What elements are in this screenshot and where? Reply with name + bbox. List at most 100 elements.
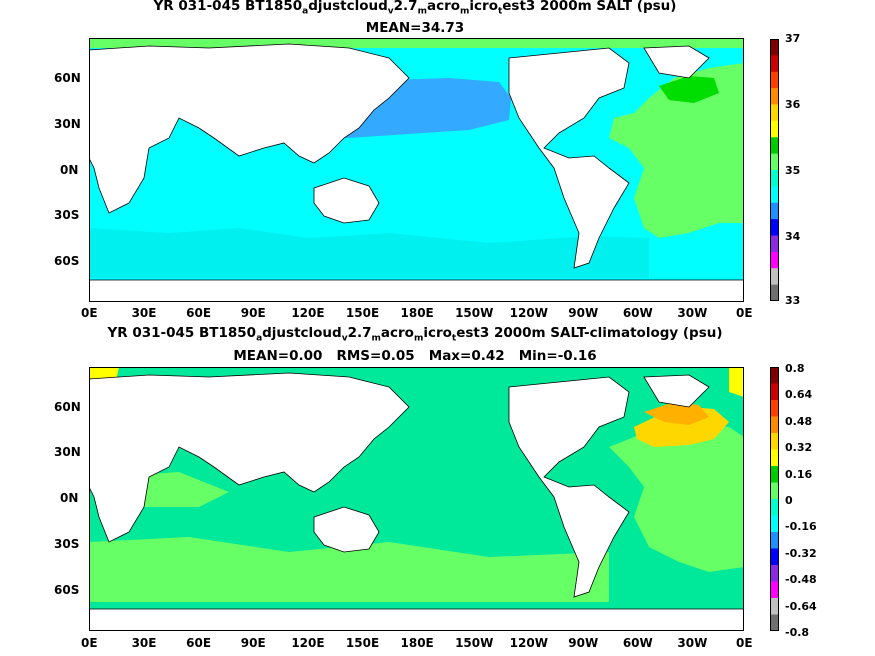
panel1-frame	[89, 38, 744, 302]
panel1-cbar-label-36: 36	[785, 98, 801, 111]
panel2-lat-60s: 60S	[54, 583, 80, 597]
panel1-cbar-label-35: 35	[785, 164, 801, 177]
panel2-map-svg	[89, 367, 744, 631]
panel2-atlantic-anomaly	[609, 422, 744, 572]
panel1-lat-0n: 0N	[60, 163, 79, 177]
colorbar-swatch	[770, 416, 779, 434]
lon-label: 60E	[186, 636, 212, 650]
colorbar-swatch	[770, 532, 779, 549]
lon-label: 120E	[291, 306, 325, 320]
colorbar-swatch	[770, 88, 779, 106]
colorbar-swatch	[770, 153, 779, 171]
panel2-cbar-label: -0.16	[785, 520, 817, 534]
panel2-title-line2: MEAN=0.00 RMS=0.05 Max=0.42 Min=-0.16	[233, 348, 597, 364]
colorbar-swatch	[770, 466, 779, 483]
lon-label: 120W	[509, 636, 548, 650]
panel2-cbar-label: 0.16	[785, 467, 813, 481]
colorbar-swatch	[770, 268, 779, 286]
panel2-colorbar	[770, 367, 779, 632]
colorbar-swatch	[770, 186, 779, 204]
panel2-frame	[89, 367, 744, 631]
panel1-arctic-strip	[89, 38, 744, 48]
lon-label: 150W	[455, 636, 494, 650]
panel2-cbar-label: 0.48	[785, 414, 813, 428]
lon-label: 60E	[186, 306, 212, 320]
colorbar-swatch	[770, 548, 779, 566]
colorbar-swatch	[770, 170, 779, 187]
panel1-title-line2: MEAN=34.73	[365, 20, 465, 36]
panel2-arctic-right	[729, 367, 744, 397]
colorbar-swatch	[770, 565, 779, 582]
colorbar-swatch	[770, 581, 779, 599]
panel1-cbar-label-37: 37	[785, 32, 801, 45]
panel1-cbar-label-33: 33	[785, 294, 801, 307]
colorbar-swatch	[770, 71, 779, 89]
lon-label: 150E	[345, 306, 380, 320]
panel1-title-line1: YR 031-045 BT1850adjustcloudv2.7macromic…	[153, 0, 677, 17]
lon-label: 30W	[677, 306, 708, 320]
colorbar-swatch	[770, 482, 779, 500]
panel1-lat-30n: 30N	[54, 117, 81, 131]
colorbar-swatch	[770, 251, 779, 269]
panel2-title-line1: YR 031-045 BT1850adjustcloudv2.7macromic…	[107, 325, 723, 344]
colorbar-swatch	[770, 104, 779, 122]
colorbar-swatch	[770, 137, 779, 155]
lon-label: 150E	[345, 636, 380, 650]
colorbar-swatch	[770, 367, 779, 384]
lon-label: 0E	[81, 636, 98, 650]
panel1-colorbar-svg	[770, 39, 779, 302]
panel1-subpolar-atlantic	[659, 76, 719, 103]
lon-label: 0E	[81, 306, 98, 320]
panel1-southern-band	[89, 228, 649, 278]
panel1-cbar-label-34: 34	[785, 230, 801, 243]
panel2-lat-30n: 30N	[54, 445, 81, 459]
panel1-lat-60n: 60N	[54, 71, 81, 85]
lon-label: 150W	[455, 306, 494, 320]
colorbar-swatch	[770, 598, 779, 615]
lon-label: 0E	[736, 306, 753, 320]
lon-label: 180E	[400, 636, 434, 650]
lon-label: 120W	[509, 306, 548, 320]
colorbar-swatch	[770, 383, 779, 401]
panel2-southern-band	[89, 537, 609, 602]
colorbar-swatch	[770, 400, 779, 417]
colorbar-swatch	[770, 120, 779, 138]
colorbar-border	[770, 367, 779, 631]
panel1-map-svg	[89, 38, 744, 302]
colorbar-swatch	[770, 55, 779, 73]
lon-label: 90E	[240, 636, 266, 650]
lon-label: 60W	[622, 636, 653, 650]
panel2-lat-0n: 0N	[60, 491, 79, 505]
lon-label: 90E	[240, 306, 266, 320]
lon-label: 120E	[291, 636, 325, 650]
panel1-lat-30s: 30S	[54, 208, 80, 222]
panel1-map	[89, 38, 744, 302]
lon-label: 30W	[677, 636, 708, 650]
colorbar-swatch	[770, 515, 779, 533]
panel2-subpolar-peak	[644, 402, 709, 425]
panel2-lat-60n: 60N	[54, 400, 81, 414]
colorbar-border	[770, 39, 779, 301]
panel2-map	[89, 367, 744, 631]
panel1-lat-60s: 60S	[54, 254, 80, 268]
colorbar-swatch	[770, 284, 779, 302]
panel2-cbar-label: -0.64	[785, 599, 817, 613]
panel2-cbar-label: -0.32	[785, 546, 817, 560]
colorbar-swatch	[770, 235, 779, 253]
panel2-land	[89, 372, 744, 631]
panel2-cbar-label: -0.8	[785, 626, 810, 639]
lon-label: 90W	[568, 306, 599, 320]
lon-label: 60W	[622, 306, 653, 320]
colorbar-swatch	[770, 449, 779, 467]
panel1-colorbar	[770, 39, 779, 302]
panel2-cbar-label: 0.8	[785, 362, 805, 375]
panel2-cbar-label: 0	[785, 494, 793, 507]
panel2-lat-30s: 30S	[54, 537, 80, 551]
colorbar-swatch	[770, 219, 779, 237]
lon-label: 30E	[131, 636, 157, 650]
panel2-cbar-label: 0.32	[785, 441, 813, 455]
panel1-land	[89, 43, 744, 302]
panel2-colorbar-svg	[770, 367, 779, 632]
colorbar-swatch	[770, 39, 779, 56]
colorbar-swatch	[770, 499, 779, 516]
